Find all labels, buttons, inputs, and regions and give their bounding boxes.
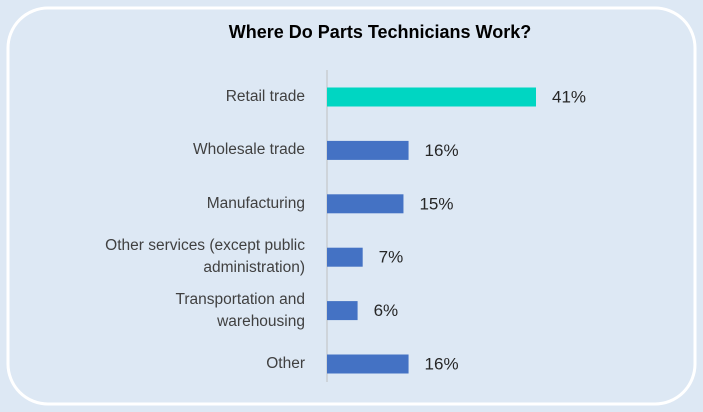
category-label: Wholesale trade <box>192 141 305 159</box>
category-label: Retail trade <box>225 88 305 105</box>
category-label: Other <box>266 355 305 372</box>
category-label: Transportation and warehousing <box>175 290 305 330</box>
data-label: 15% <box>419 194 453 213</box>
frame <box>6 6 697 406</box>
bar <box>327 194 404 214</box>
chart-title: Where Do Parts Technicians Work? <box>229 22 531 42</box>
data-label: 7% <box>379 248 404 267</box>
category-label: Other services (except public administra… <box>105 237 305 277</box>
data-label: 16% <box>425 354 459 373</box>
data-label: 6% <box>374 301 399 320</box>
bar <box>327 354 409 374</box>
category-label: Manufacturing <box>206 194 305 212</box>
data-label: 41% <box>552 87 586 106</box>
data-label: 16% <box>425 141 459 160</box>
bar <box>327 247 363 267</box>
bar <box>327 87 536 107</box>
bar <box>327 140 409 160</box>
bar <box>327 301 358 321</box>
